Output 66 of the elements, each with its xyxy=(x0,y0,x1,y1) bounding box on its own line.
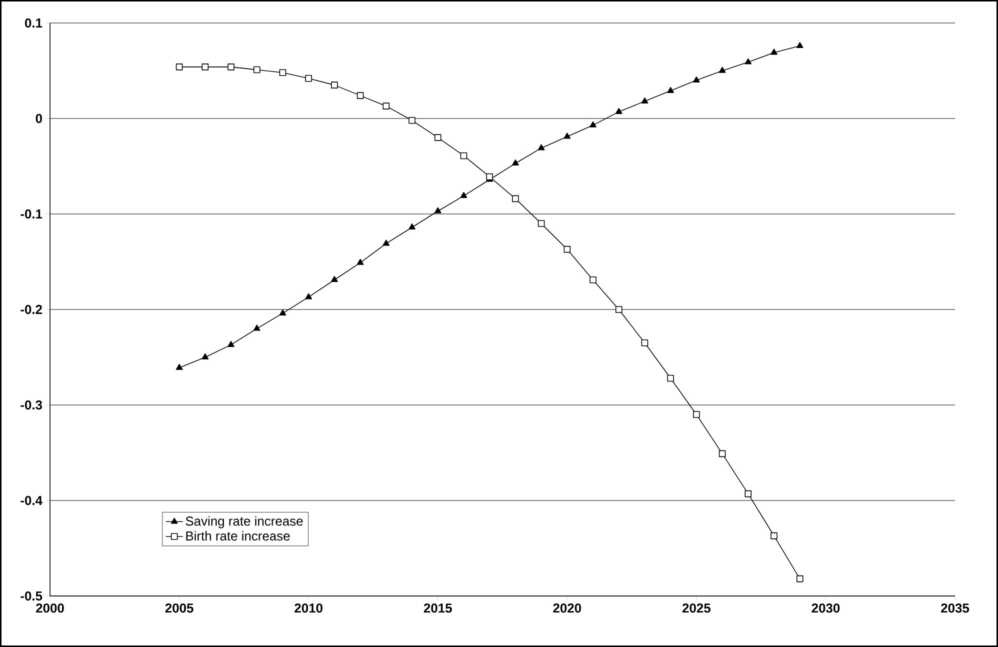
point xyxy=(641,340,648,346)
point xyxy=(460,152,468,160)
point xyxy=(228,340,234,347)
point xyxy=(253,66,260,74)
point xyxy=(744,490,752,498)
point xyxy=(305,293,312,300)
point xyxy=(434,134,442,141)
point xyxy=(512,159,519,166)
point xyxy=(641,97,648,104)
point xyxy=(434,207,442,214)
point xyxy=(590,276,596,284)
x-tick-label: 2005 xyxy=(165,604,194,613)
point xyxy=(331,82,338,88)
point xyxy=(512,195,519,202)
point xyxy=(693,411,700,418)
y-tick-label: -0.2 xyxy=(20,304,42,314)
y-tick-label: -0.1 xyxy=(20,209,42,219)
y-tick-label: 0.1 xyxy=(25,18,42,28)
point xyxy=(564,132,571,139)
point xyxy=(744,58,752,64)
point xyxy=(667,86,674,93)
point xyxy=(253,324,260,331)
point xyxy=(202,353,209,360)
x-tick-label: 2030 xyxy=(812,604,840,613)
point xyxy=(356,92,364,99)
point xyxy=(770,532,778,540)
y-tick-label: -0.4 xyxy=(20,496,42,506)
point xyxy=(202,64,209,70)
legend-label: Saving rate increase xyxy=(186,516,303,528)
point xyxy=(356,258,364,265)
y-tick-label: -0.3 xyxy=(20,400,42,410)
point xyxy=(538,144,545,150)
point xyxy=(770,48,778,55)
point xyxy=(718,450,726,458)
point xyxy=(667,374,674,382)
point xyxy=(615,108,622,114)
point xyxy=(279,69,286,76)
point xyxy=(718,66,726,73)
x-tick-label: 2035 xyxy=(941,604,970,613)
x-tick-label: 2010 xyxy=(294,604,322,613)
point xyxy=(796,42,804,48)
y-tick-label: 0 xyxy=(36,114,42,124)
x-tick-label: 2015 xyxy=(424,604,452,613)
point xyxy=(538,220,545,227)
point xyxy=(796,575,804,582)
x-tick-label: 2000 xyxy=(36,604,64,613)
point xyxy=(331,276,338,282)
point xyxy=(176,364,183,370)
point xyxy=(382,102,390,110)
point xyxy=(615,306,622,313)
point xyxy=(176,64,183,70)
point xyxy=(408,223,416,230)
y-tick-label: -0.5 xyxy=(20,591,42,601)
point xyxy=(305,74,312,82)
x-tick-label: 2020 xyxy=(553,604,582,613)
point xyxy=(382,240,390,246)
point xyxy=(693,76,700,82)
point xyxy=(590,121,596,128)
point xyxy=(228,64,234,70)
point xyxy=(486,173,493,180)
point xyxy=(408,116,416,124)
point xyxy=(279,309,286,316)
legend-label: Birth rate increase xyxy=(186,531,290,541)
point xyxy=(564,246,571,253)
x-tick-label: 2025 xyxy=(682,604,710,613)
point xyxy=(460,192,468,198)
